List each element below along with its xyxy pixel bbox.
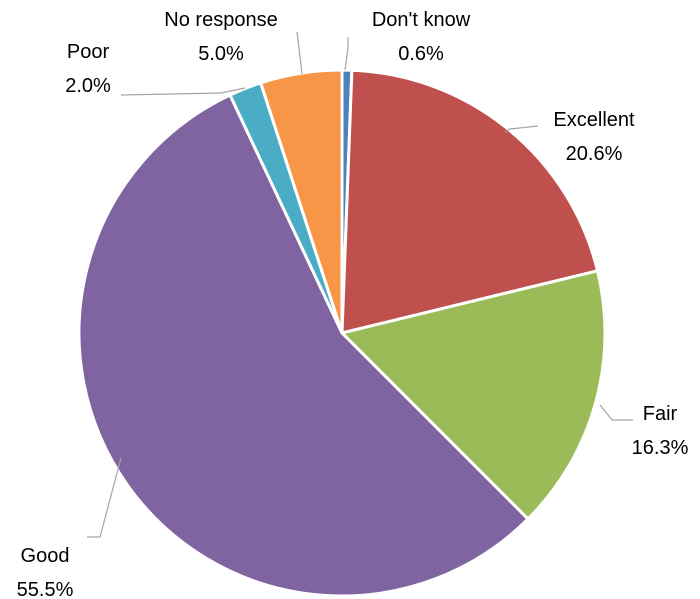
slice-category-label: Poor bbox=[67, 41, 110, 63]
leader-lines-layer bbox=[87, 31, 633, 538]
slice-value-label: 2.0% bbox=[65, 75, 111, 97]
pie-slice-fair bbox=[340, 269, 607, 521]
leader-line-good bbox=[87, 457, 122, 538]
slices-layer bbox=[77, 68, 607, 598]
slice-value-label: 55.5% bbox=[17, 579, 74, 599]
leader-line-fair bbox=[599, 404, 633, 421]
slice-value-label: 16.3% bbox=[632, 437, 689, 459]
slice-category-label: Good bbox=[21, 545, 70, 567]
slice-category-label: Fair bbox=[643, 403, 678, 425]
data-labels-layer: Don't know 0.6% Excellent 20.6% Fair 16.3% Goo… bbox=[17, 9, 689, 599]
leader-line-don-t-know bbox=[344, 37, 349, 71]
slice-category-label: No response bbox=[164, 9, 277, 31]
pie-slice-no-response bbox=[259, 68, 344, 335]
slice-value-label: 0.6% bbox=[398, 43, 444, 65]
leader-line-poor bbox=[120, 87, 246, 96]
slice-value-label: 5.0% bbox=[198, 43, 244, 65]
slice-category-label: Don't know bbox=[372, 9, 471, 31]
leader-line-no-response bbox=[296, 31, 303, 75]
pie-slice-good bbox=[77, 93, 530, 598]
slice-value-label: 20.6% bbox=[566, 143, 623, 165]
leader-line-excellent bbox=[504, 125, 539, 133]
slice-category-label: Excellent bbox=[553, 109, 635, 131]
